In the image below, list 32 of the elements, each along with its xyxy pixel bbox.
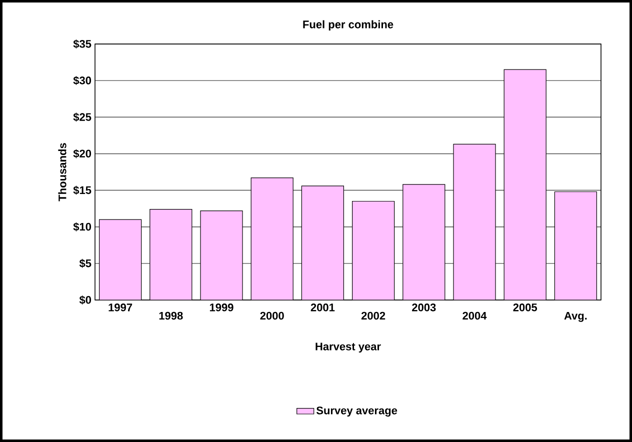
y-tick-label: $25 (73, 112, 92, 122)
chart-title: Fuel per combine (303, 20, 394, 30)
x-tick-label: 2000 (260, 312, 284, 320)
x-tick-label: 1997 (108, 304, 132, 312)
bar (504, 70, 546, 300)
y-tick-label: $30 (73, 76, 92, 86)
bar (251, 178, 294, 300)
bar (150, 209, 192, 300)
legend-label: Survey average (316, 406, 398, 417)
y-tick-label: $0 (79, 296, 92, 304)
bar (302, 186, 344, 300)
x-tick-label: 2002 (361, 312, 386, 320)
y-tick-label: $10 (73, 222, 92, 232)
bar (402, 184, 445, 300)
y-axis-title: Thousands (58, 143, 66, 202)
x-tick-label: 2005 (513, 304, 538, 312)
bar (454, 144, 496, 300)
y-tick-label: $15 (73, 186, 92, 195)
x-tick-label: 2004 (462, 312, 487, 320)
bar (352, 201, 394, 300)
y-tick-label: $35 (73, 40, 92, 48)
x-tick-label: 2001 (310, 304, 335, 312)
x-tick-label: 2003 (412, 304, 436, 312)
bar (200, 210, 242, 300)
x-tick-label: 1998 (159, 312, 183, 320)
x-axis-title: Harvest year (316, 342, 381, 353)
x-tick-label: 1999 (210, 304, 234, 312)
x-tick-label: Avg. (564, 312, 587, 322)
y-tick-label: $5 (79, 258, 92, 268)
bar (554, 191, 597, 300)
y-tick-label: $20 (73, 149, 92, 158)
bar (99, 220, 142, 300)
